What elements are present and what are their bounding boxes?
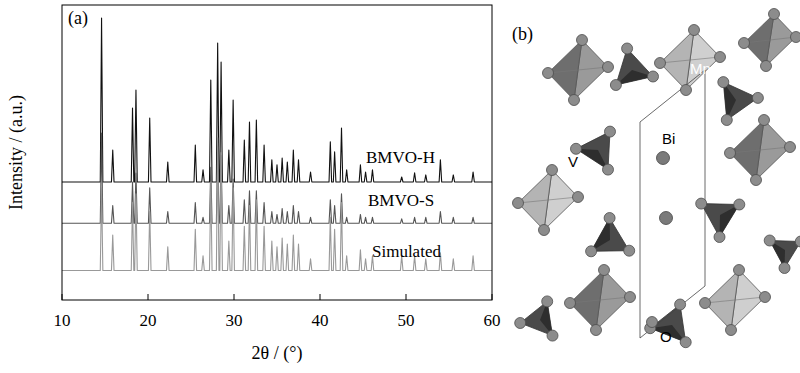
octahedron-edge bbox=[705, 297, 765, 303]
plot-frame bbox=[62, 5, 492, 300]
tetrahedron bbox=[616, 49, 653, 86]
o-atom bbox=[725, 148, 736, 159]
o-atom bbox=[604, 213, 615, 224]
o-atom bbox=[759, 115, 770, 126]
octahedron-edge bbox=[518, 197, 578, 203]
o-atom bbox=[648, 71, 659, 82]
x-tick-label: 40 bbox=[312, 311, 329, 330]
o-atom bbox=[599, 265, 610, 276]
xrd-line bbox=[62, 133, 492, 223]
x-tick-label: 60 bbox=[484, 311, 501, 330]
o-atom bbox=[586, 246, 597, 257]
o-atom bbox=[515, 318, 526, 329]
atom-label: Mn bbox=[690, 60, 711, 77]
o-atom bbox=[689, 25, 700, 36]
octahedron-edge bbox=[548, 67, 608, 73]
o-atom bbox=[542, 296, 553, 307]
xrd-line bbox=[62, 18, 492, 182]
x-tick bbox=[234, 294, 235, 300]
o-atom bbox=[696, 198, 707, 209]
o-atom bbox=[605, 126, 616, 137]
figure: 10 20 30 40 50 60 2θ / (°) Intensity / (a.u.) (a… bbox=[0, 0, 800, 373]
o-atom bbox=[543, 68, 554, 79]
o-atom bbox=[769, 9, 780, 20]
octahedron-edge bbox=[570, 297, 630, 303]
o-atom bbox=[513, 198, 524, 209]
x-tick bbox=[320, 294, 321, 300]
o-atom bbox=[603, 62, 614, 73]
o-atom bbox=[569, 95, 580, 106]
page: {"chart_data": {"type": "line", "panel_l… bbox=[0, 0, 800, 373]
o-atom bbox=[795, 236, 800, 247]
o-atom bbox=[721, 115, 732, 126]
o-atom bbox=[714, 232, 725, 243]
x-tick-label: 20 bbox=[140, 311, 157, 330]
x-tick bbox=[148, 294, 149, 300]
bi-atom bbox=[657, 152, 670, 165]
structure-diagram bbox=[513, 9, 800, 348]
o-atom bbox=[675, 299, 686, 310]
o-atom bbox=[603, 164, 614, 175]
o-atom bbox=[539, 225, 550, 236]
o-atom bbox=[577, 35, 588, 46]
x-axis-label: 2θ / (°) bbox=[252, 343, 303, 364]
o-atom bbox=[591, 325, 602, 336]
series-label: BMVO-S bbox=[368, 191, 434, 210]
o-atom bbox=[700, 298, 711, 309]
o-atom bbox=[610, 80, 621, 91]
unit-cell bbox=[640, 70, 705, 338]
o-atom bbox=[726, 325, 737, 336]
o-atom bbox=[785, 142, 796, 153]
tetrahedron bbox=[723, 82, 758, 120]
x-tick bbox=[62, 294, 63, 300]
x-tick-label: 10 bbox=[54, 311, 71, 330]
o-atom bbox=[760, 292, 771, 303]
o-atom bbox=[715, 52, 726, 63]
o-atom bbox=[680, 337, 691, 348]
o-atom bbox=[751, 175, 762, 186]
o-atom bbox=[779, 263, 790, 274]
o-atom bbox=[622, 43, 633, 54]
o-atom bbox=[739, 38, 750, 49]
tetrahedron-face bbox=[723, 82, 736, 120]
o-atom bbox=[752, 92, 763, 103]
x-tick-label: 30 bbox=[226, 311, 243, 330]
series-group bbox=[62, 18, 492, 271]
o-atom bbox=[573, 192, 584, 203]
series-label: BMVO-H bbox=[366, 148, 435, 167]
o-atom bbox=[681, 85, 692, 96]
o-atom bbox=[791, 32, 800, 43]
y-axis-label: Intensity / (a.u.) bbox=[6, 95, 27, 210]
o-atom bbox=[761, 61, 772, 72]
octahedron-edge bbox=[744, 37, 796, 43]
x-tick-label: 50 bbox=[398, 311, 415, 330]
panel-label: (a) bbox=[68, 8, 88, 29]
atom-label: Bi bbox=[662, 130, 675, 147]
o-atom bbox=[625, 292, 636, 303]
o-atom bbox=[734, 265, 745, 276]
octahedron-edge bbox=[730, 147, 790, 153]
o-atom bbox=[547, 330, 558, 341]
xrd-line bbox=[62, 138, 492, 271]
atom-label: O bbox=[660, 328, 672, 345]
series-label: Simulated bbox=[372, 242, 441, 261]
x-tick bbox=[492, 294, 493, 300]
atom-label: V bbox=[568, 153, 578, 170]
o-atom bbox=[718, 77, 729, 88]
o-atom bbox=[764, 235, 775, 246]
o-atom bbox=[647, 317, 658, 328]
o-atom bbox=[624, 245, 635, 256]
o-atom bbox=[734, 199, 745, 210]
o-atom bbox=[655, 58, 666, 69]
x-tick bbox=[406, 294, 407, 300]
o-atom bbox=[565, 298, 576, 309]
panel-label: (b) bbox=[512, 24, 533, 45]
bi-atom bbox=[660, 212, 673, 225]
o-atom bbox=[547, 165, 558, 176]
